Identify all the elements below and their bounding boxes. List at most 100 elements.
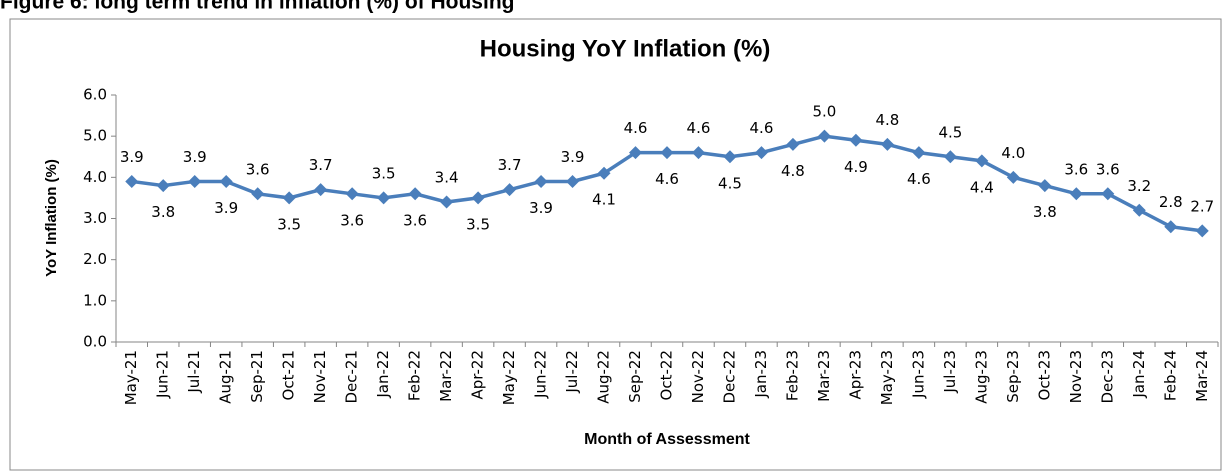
- chart-title: Housing YoY Inflation (%): [480, 35, 771, 62]
- data-label: 3.5: [466, 215, 490, 233]
- data-label: 3.6: [340, 211, 364, 229]
- x-tick-label: Feb-22: [406, 350, 424, 401]
- figure-caption: Figure 6: long term trend in inflation (…: [0, 0, 514, 14]
- x-tick-label: Apr-22: [469, 350, 487, 400]
- data-label: 4.8: [875, 111, 899, 129]
- y-axis-label: YoY Inflation (%): [43, 159, 60, 277]
- marker: [251, 187, 265, 201]
- x-tick-label: May-22: [500, 350, 518, 405]
- marker: [408, 187, 422, 201]
- data-label: 4.1: [592, 191, 616, 209]
- marker: [975, 154, 989, 168]
- x-tick-label: Feb-23: [783, 350, 801, 401]
- data-label: 4.5: [938, 123, 962, 141]
- x-tick-label: Oct-22: [658, 350, 676, 400]
- x-tick-label: Jul-22: [563, 350, 581, 394]
- x-tick-label: Nov-21: [311, 350, 329, 403]
- marker: [786, 137, 800, 151]
- data-label: 3.9: [561, 148, 585, 166]
- data-label: 4.9: [844, 158, 868, 176]
- marker: [282, 191, 296, 205]
- marker: [629, 146, 643, 160]
- x-tick-label: Mar-23: [815, 350, 833, 402]
- x-tick-label: Oct-23: [1035, 350, 1053, 400]
- data-label: 4.0: [1001, 144, 1025, 162]
- x-tick-label: Dec-22: [720, 350, 738, 404]
- data-label: 3.6: [1064, 160, 1088, 178]
- marker: [440, 195, 454, 209]
- marker: [156, 179, 170, 193]
- x-tick-label: Sep-21: [248, 350, 266, 403]
- data-label: 2.8: [1159, 193, 1183, 211]
- x-tick-label: Nov-22: [689, 350, 707, 403]
- marker: [125, 174, 139, 188]
- marker: [566, 174, 580, 188]
- data-label: 4.5: [718, 174, 742, 192]
- x-tick-label: Oct-21: [280, 350, 298, 400]
- data-label: 3.9: [183, 148, 207, 166]
- marker: [188, 174, 202, 188]
- y-tick-label: 5.0: [83, 127, 107, 145]
- x-tick-label: Sep-23: [1004, 350, 1022, 403]
- marker: [691, 146, 705, 160]
- x-tick-label: May-23: [878, 350, 896, 405]
- marker: [754, 146, 768, 160]
- y-tick-label: 6.0: [83, 86, 107, 104]
- x-tick-label: Dec-23: [1098, 350, 1116, 404]
- x-tick-label: Jul-21: [185, 350, 203, 394]
- x-tick-label: Jan-23: [752, 350, 770, 399]
- x-tick-label: Dec-21: [343, 350, 361, 404]
- x-axis-label: Month of Assessment: [584, 431, 750, 448]
- x-tick-label: Jul-23: [941, 350, 959, 394]
- data-label: 4.6: [655, 170, 679, 188]
- marker: [1038, 179, 1052, 193]
- x-tick-label: Aug-22: [595, 350, 613, 404]
- x-tick-label: Feb-24: [1161, 350, 1179, 401]
- marker: [597, 166, 611, 180]
- marker: [912, 146, 926, 160]
- data-label: 4.6: [624, 119, 648, 137]
- data-label: 3.2: [1127, 177, 1151, 195]
- marker: [219, 174, 233, 188]
- data-label: 3.5: [372, 164, 396, 182]
- data-label: 3.7: [309, 156, 333, 174]
- x-tick-label: Sep-22: [626, 350, 644, 403]
- x-tick-label: May-21: [122, 350, 140, 405]
- data-label: 3.8: [1033, 203, 1057, 221]
- y-tick-label: 2.0: [83, 250, 107, 268]
- marker: [880, 137, 894, 151]
- marker: [1164, 220, 1178, 234]
- marker: [817, 129, 831, 143]
- data-label: 3.5: [277, 215, 301, 233]
- marker: [1132, 203, 1146, 217]
- data-label: 4.8: [781, 162, 805, 180]
- data-label: 4.6: [687, 119, 711, 137]
- marker: [345, 187, 359, 201]
- data-label: 3.9: [529, 199, 553, 217]
- data-label: 3.9: [120, 148, 144, 166]
- marker: [1195, 224, 1209, 238]
- x-tick-label: Jun-22: [532, 350, 550, 399]
- marker: [314, 183, 328, 197]
- marker: [1069, 187, 1083, 201]
- marker: [503, 183, 517, 197]
- data-label: 3.8: [151, 203, 175, 221]
- x-tick-label: Jan-24: [1130, 350, 1148, 399]
- x-tick-label: Jun-23: [909, 350, 927, 399]
- x-tick-label: Jun-21: [154, 350, 172, 399]
- data-label: 3.7: [498, 156, 522, 174]
- y-tick-label: 4.0: [83, 168, 107, 186]
- marker: [471, 191, 485, 205]
- data-label: 4.4: [970, 178, 994, 196]
- chart-frame: [9, 18, 1222, 471]
- data-label: 3.9: [214, 199, 238, 217]
- data-label: 4.6: [907, 170, 931, 188]
- data-label: 3.6: [403, 211, 427, 229]
- marker: [849, 133, 863, 147]
- data-label: 3.6: [246, 160, 270, 178]
- data-label: 3.4: [435, 169, 459, 187]
- marker: [377, 191, 391, 205]
- marker: [723, 150, 737, 164]
- data-label: 5.0: [812, 103, 836, 121]
